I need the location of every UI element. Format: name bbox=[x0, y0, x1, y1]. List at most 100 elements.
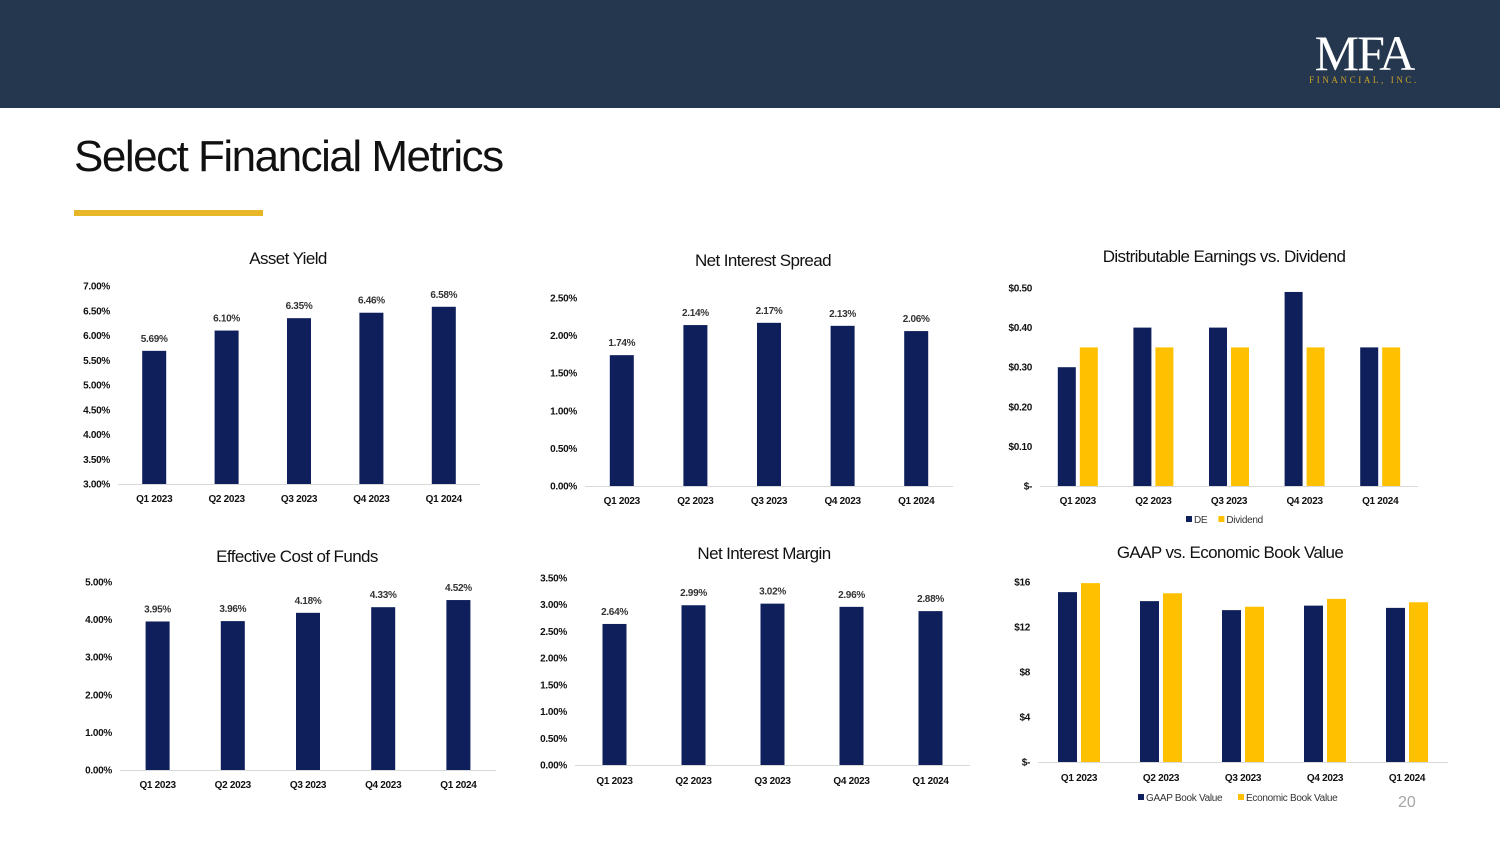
y-tick-label: $12 bbox=[1014, 623, 1031, 634]
x-tick-label: Q2 2023 bbox=[1143, 773, 1180, 784]
page-number: 20 bbox=[1398, 794, 1416, 811]
y-tick-label: $8 bbox=[1019, 668, 1030, 679]
data-label: 4.18% bbox=[295, 596, 322, 607]
bar-de bbox=[1284, 291, 1303, 486]
bar-net-interest-margin bbox=[839, 606, 864, 765]
y-tick-label: 2.00% bbox=[85, 690, 112, 701]
y-tick-label: 4.00% bbox=[83, 430, 110, 441]
y-tick-label: 3.50% bbox=[83, 455, 110, 466]
data-label: 3.02% bbox=[759, 587, 786, 598]
bar-effective-cost-of-funds bbox=[220, 621, 245, 770]
y-tick-label: 3.00% bbox=[83, 480, 110, 491]
bar-economic-book-value bbox=[1245, 606, 1264, 762]
data-label: 2.13% bbox=[829, 309, 856, 320]
net-interest-spread-chart: Net Interest Spread 0.00% 0.50% 1.00% 1.50% 2… bbox=[550, 251, 953, 507]
bar-effective-cost-of-funds bbox=[446, 600, 471, 770]
y-tick-label: 0.50% bbox=[550, 444, 577, 455]
chart-title: Effective Cost of Funds bbox=[216, 547, 378, 566]
y-tick-label: $0.50 bbox=[1008, 284, 1032, 295]
y-tick-label: 6.00% bbox=[83, 331, 110, 342]
x-tick-label: Q3 2023 bbox=[1211, 496, 1248, 507]
x-tick-label: Q3 2023 bbox=[281, 494, 318, 505]
y-tick-label: $16 bbox=[1014, 578, 1031, 589]
x-tick-label: Q1 2024 bbox=[440, 780, 477, 791]
x-tick-label: Q2 2023 bbox=[215, 780, 252, 791]
bar-dividend bbox=[1079, 347, 1098, 486]
bar-net-interest-margin bbox=[760, 603, 785, 765]
bar-dividend bbox=[1382, 347, 1401, 486]
title-underline bbox=[74, 210, 263, 216]
data-label: 4.52% bbox=[445, 583, 472, 594]
y-tick-label: 0.00% bbox=[550, 482, 577, 493]
bar-effective-cost-of-funds bbox=[371, 607, 396, 770]
y-tick-label: 5.00% bbox=[85, 578, 112, 589]
bar-economic-book-value bbox=[1327, 598, 1346, 762]
bar-economic-book-value bbox=[1409, 602, 1428, 762]
bar-asset-yield bbox=[214, 330, 239, 484]
legend-label: DE bbox=[1194, 515, 1208, 526]
x-tick-label: Q1 2024 bbox=[1362, 496, 1399, 507]
legend-label: Dividend bbox=[1226, 515, 1263, 526]
bar-gaap-book-value bbox=[1304, 605, 1323, 762]
data-label: 2.17% bbox=[756, 306, 783, 317]
data-label: 2.14% bbox=[682, 308, 709, 319]
x-tick-label: Q4 2023 bbox=[824, 496, 861, 507]
y-tick-label: 4.50% bbox=[83, 405, 110, 416]
chart-title: Net Interest Spread bbox=[695, 251, 831, 270]
logo-subtext: FINANCIAL, INC. bbox=[1309, 75, 1419, 85]
y-tick-label: 0.00% bbox=[85, 766, 112, 777]
data-label: 2.96% bbox=[838, 590, 865, 601]
data-label: 3.96% bbox=[219, 604, 246, 615]
y-tick-label: 2.50% bbox=[550, 294, 577, 305]
x-tick-label: Q3 2023 bbox=[1225, 773, 1262, 784]
net-interest-margin-chart: Net Interest Margin 0.00% 0.50% 1.00% 1.50% 2… bbox=[540, 544, 970, 787]
y-tick-label: 3.00% bbox=[540, 600, 567, 611]
legend-label: Economic Book Value bbox=[1246, 793, 1338, 804]
asset-yield-chart: Asset Yield 3.00% 3.50% 4.00% 4.50% 5.00% 5.50… bbox=[83, 249, 480, 505]
y-tick-label: 7.00% bbox=[83, 282, 110, 293]
y-tick-label: $0.20 bbox=[1008, 402, 1032, 413]
data-label: 1.74% bbox=[608, 338, 635, 349]
bar-asset-yield bbox=[287, 318, 311, 484]
data-label: 6.46% bbox=[358, 296, 385, 307]
bar-gaap-book-value bbox=[1058, 592, 1077, 762]
data-label: 2.06% bbox=[903, 314, 930, 325]
book-value-chart: GAAP vs. Economic Book Value $- $4 $8 $12 $16… bbox=[1014, 543, 1448, 804]
y-tick-label: 1.50% bbox=[550, 369, 577, 380]
legend-swatch bbox=[1218, 516, 1225, 522]
x-tick-label: Q1 2024 bbox=[898, 496, 935, 507]
bar-de bbox=[1057, 367, 1076, 486]
y-tick-label: $0.40 bbox=[1008, 323, 1032, 334]
data-label: 2.88% bbox=[917, 594, 944, 605]
x-tick-label: Q1 2024 bbox=[426, 494, 463, 505]
y-tick-label: 1.00% bbox=[550, 406, 577, 417]
y-tick-label: 6.50% bbox=[83, 306, 110, 317]
data-label: 2.64% bbox=[601, 607, 628, 618]
x-tick-label: Q2 2023 bbox=[675, 776, 712, 787]
y-tick-label: 2.50% bbox=[540, 627, 567, 638]
x-tick-label: Q2 2023 bbox=[208, 494, 245, 505]
x-tick-label: Q1 2024 bbox=[1389, 773, 1426, 784]
x-tick-label: Q4 2023 bbox=[1286, 496, 1323, 507]
data-label: 6.10% bbox=[213, 314, 240, 325]
y-tick-label: 1.00% bbox=[85, 728, 112, 739]
bar-net-interest-margin bbox=[918, 611, 943, 765]
y-tick-label: $- bbox=[1024, 482, 1032, 493]
bar-dividend bbox=[1306, 347, 1325, 486]
data-label: 3.95% bbox=[144, 604, 171, 615]
bar-economic-book-value bbox=[1081, 583, 1100, 762]
x-tick-label: Q2 2023 bbox=[1135, 496, 1172, 507]
y-tick-label: 0.50% bbox=[540, 734, 567, 745]
legend-swatch bbox=[1138, 794, 1144, 800]
data-label: 6.58% bbox=[430, 290, 457, 301]
logo-mark: MFA bbox=[1314, 25, 1416, 81]
bar-de bbox=[1209, 327, 1227, 486]
bar-net-interest-spread bbox=[757, 322, 781, 486]
x-tick-label: Q3 2023 bbox=[751, 496, 788, 507]
bar-dividend bbox=[1231, 347, 1249, 486]
bar-effective-cost-of-funds bbox=[296, 612, 320, 770]
y-tick-label: 3.00% bbox=[85, 653, 112, 664]
y-tick-label: $- bbox=[1022, 758, 1030, 769]
chart-title: Net Interest Margin bbox=[697, 544, 830, 563]
y-tick-label: 1.50% bbox=[540, 680, 567, 691]
